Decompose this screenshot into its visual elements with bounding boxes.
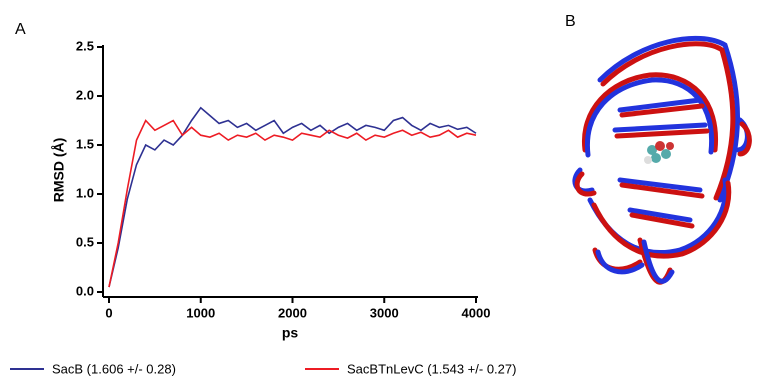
ligand	[644, 141, 674, 164]
y-tick-label: 0.0	[76, 283, 94, 298]
panel-label: B	[565, 13, 576, 30]
legend-label: SacB (1.606 +/- 0.28)	[52, 361, 176, 376]
y-tick-label: 2.0	[76, 87, 94, 102]
y-tick-label: 2.5	[76, 38, 94, 53]
y-axis-title: RMSD (Å)	[51, 138, 67, 203]
x-tick-label: 1000	[186, 305, 215, 320]
legend-label: SacBTnLevC (1.543 +/- 0.27)	[347, 361, 516, 376]
protein-structure	[575, 38, 750, 282]
y-tick-label: 1.0	[76, 185, 94, 200]
x-tick-label: 3000	[370, 305, 399, 320]
series-line	[109, 108, 476, 287]
y-tick-label: 1.5	[76, 136, 94, 151]
x-axis-title: ps	[282, 325, 299, 341]
panel-label: A	[15, 21, 26, 38]
y-tick-label: 0.5	[76, 234, 94, 249]
x-tick-label: 2000	[278, 305, 307, 320]
series-line	[109, 121, 476, 288]
x-tick-label: 4000	[462, 305, 491, 320]
x-tick-label: 0	[105, 305, 112, 320]
figure: A B ps RMSD (Å) 0.0 0.5 1.0 1.5 2.0 2.5 0 1000 2…	[0, 0, 765, 378]
